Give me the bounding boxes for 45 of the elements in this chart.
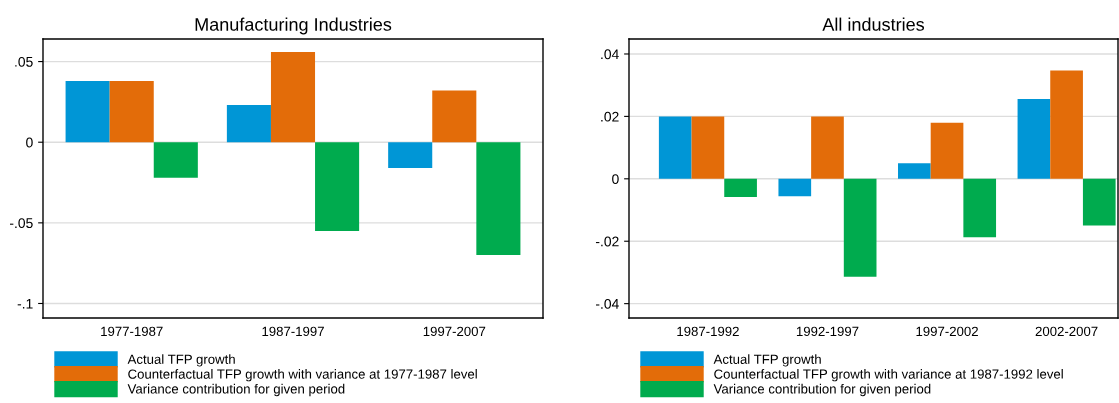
bar: [963, 178, 997, 238]
y-tick-label: .02: [601, 111, 619, 122]
y-tick-label: .04: [601, 49, 619, 60]
bar: [778, 178, 812, 197]
y-tick-label: -.04: [595, 298, 619, 309]
bar: [898, 163, 931, 179]
bar: [270, 51, 316, 143]
y-tick-label: -.05: [9, 218, 33, 229]
bar: [658, 116, 692, 179]
bar: [476, 142, 521, 256]
bar: [1082, 178, 1116, 226]
y-tick-label: -.1: [17, 298, 33, 309]
chart-title: Manufacturing Industries: [195, 17, 392, 35]
legend-label: Variance contribution for given period: [713, 383, 931, 397]
bar: [153, 142, 198, 178]
legend-label: Variance contribution for given period: [127, 383, 345, 397]
bar: [109, 80, 154, 143]
x-tick-label: 1987-1997: [262, 326, 324, 337]
chart-title: All industries: [822, 17, 925, 31]
x-tick-label: 1987-1992: [677, 326, 739, 337]
y-tick-label: .05: [15, 56, 33, 67]
x-tick-label: 1977-1987: [101, 326, 163, 337]
x-tick-label: 1997-2002: [916, 326, 978, 337]
bar: [811, 116, 844, 179]
y-tick-label: -.02: [595, 236, 619, 247]
bar: [65, 80, 110, 143]
x-tick-label: 1992-1997: [796, 326, 859, 337]
y-tick-label: 0: [26, 137, 33, 148]
bar: [1050, 70, 1083, 179]
y-tick-label: 0: [612, 174, 619, 184]
legend-label: Actual TFP growth: [713, 354, 821, 367]
bar: [724, 178, 757, 197]
bar: [226, 105, 271, 143]
legend-label: Counterfactual TFP growth with variance at 1977-1987 level: [128, 369, 477, 382]
x-tick-label: 1997-2007: [423, 326, 486, 337]
bar: [930, 122, 964, 179]
legend-label: Counterfactual TFP growth with variance at 1987-1992 level: [714, 369, 1063, 382]
bar: [1017, 98, 1051, 179]
bar: [388, 142, 433, 169]
bar: [691, 116, 725, 179]
bar: [843, 178, 877, 277]
legend-label: Actual TFP growth: [127, 354, 235, 367]
x-tick-label: 2002-2007: [1035, 326, 1098, 337]
bar: [432, 90, 477, 143]
bar: [315, 142, 360, 231]
